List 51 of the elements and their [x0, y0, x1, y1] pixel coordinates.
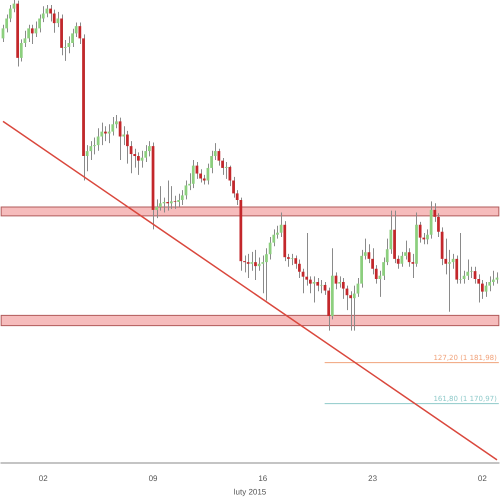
x-tick-label: 23: [368, 474, 378, 483]
candlestick: [261, 255, 264, 294]
candlestick: [86, 144, 89, 172]
candlestick: [126, 130, 129, 164]
candlestick: [52, 9, 56, 34]
candlestick: [118, 117, 122, 160]
candlestick: [196, 161, 198, 180]
candlestick: [298, 259, 301, 279]
x-tick-label: 02: [38, 474, 48, 483]
candlestick: [108, 124, 110, 144]
candlestick: [246, 253, 250, 279]
candlestick: [254, 249, 257, 280]
candlestick: [46, 4, 48, 18]
candlestick: [104, 126, 107, 142]
candlestick: [177, 193, 180, 208]
candlestick: [64, 40, 67, 62]
candlestick: [56, 11, 60, 28]
candlestick: [290, 253, 294, 266]
candlestick: [30, 24, 34, 44]
candlestick: [166, 180, 170, 212]
candlestick: [49, 4, 52, 22]
candlestick: [371, 248, 374, 275]
candlestick: [268, 236, 272, 260]
candlestick: [466, 259, 470, 280]
candlestick: [294, 255, 298, 270]
candlestick: [448, 249, 451, 312]
candlestick: [250, 251, 254, 272]
candlestick: [34, 20, 38, 38]
candlestick: [334, 272, 338, 290]
candlestick: [122, 126, 126, 146]
x-tick-label: 16: [258, 474, 268, 483]
candlestick: [484, 281, 488, 298]
candlestick: [137, 152, 140, 176]
candlestick: [426, 228, 429, 245]
candlestick: [38, 14, 41, 33]
candlestick: [20, 38, 23, 62]
candlestick: [496, 272, 498, 284]
candlestick: [265, 248, 268, 301]
x-tick-label: 02: [478, 474, 488, 483]
x-axis-title: luty 2015: [234, 487, 267, 496]
candlestick: [312, 276, 316, 303]
candlestick: [192, 159, 195, 189]
candlestick: [96, 128, 100, 152]
candlestick: [224, 161, 228, 180]
x-tick-label: 09: [148, 474, 158, 483]
candlestick: [474, 266, 476, 284]
candlestick: [280, 212, 282, 238]
candlestick: [455, 255, 458, 284]
candlestick: [155, 198, 158, 219]
candlestick: [400, 251, 404, 268]
candlestick: [140, 150, 144, 168]
